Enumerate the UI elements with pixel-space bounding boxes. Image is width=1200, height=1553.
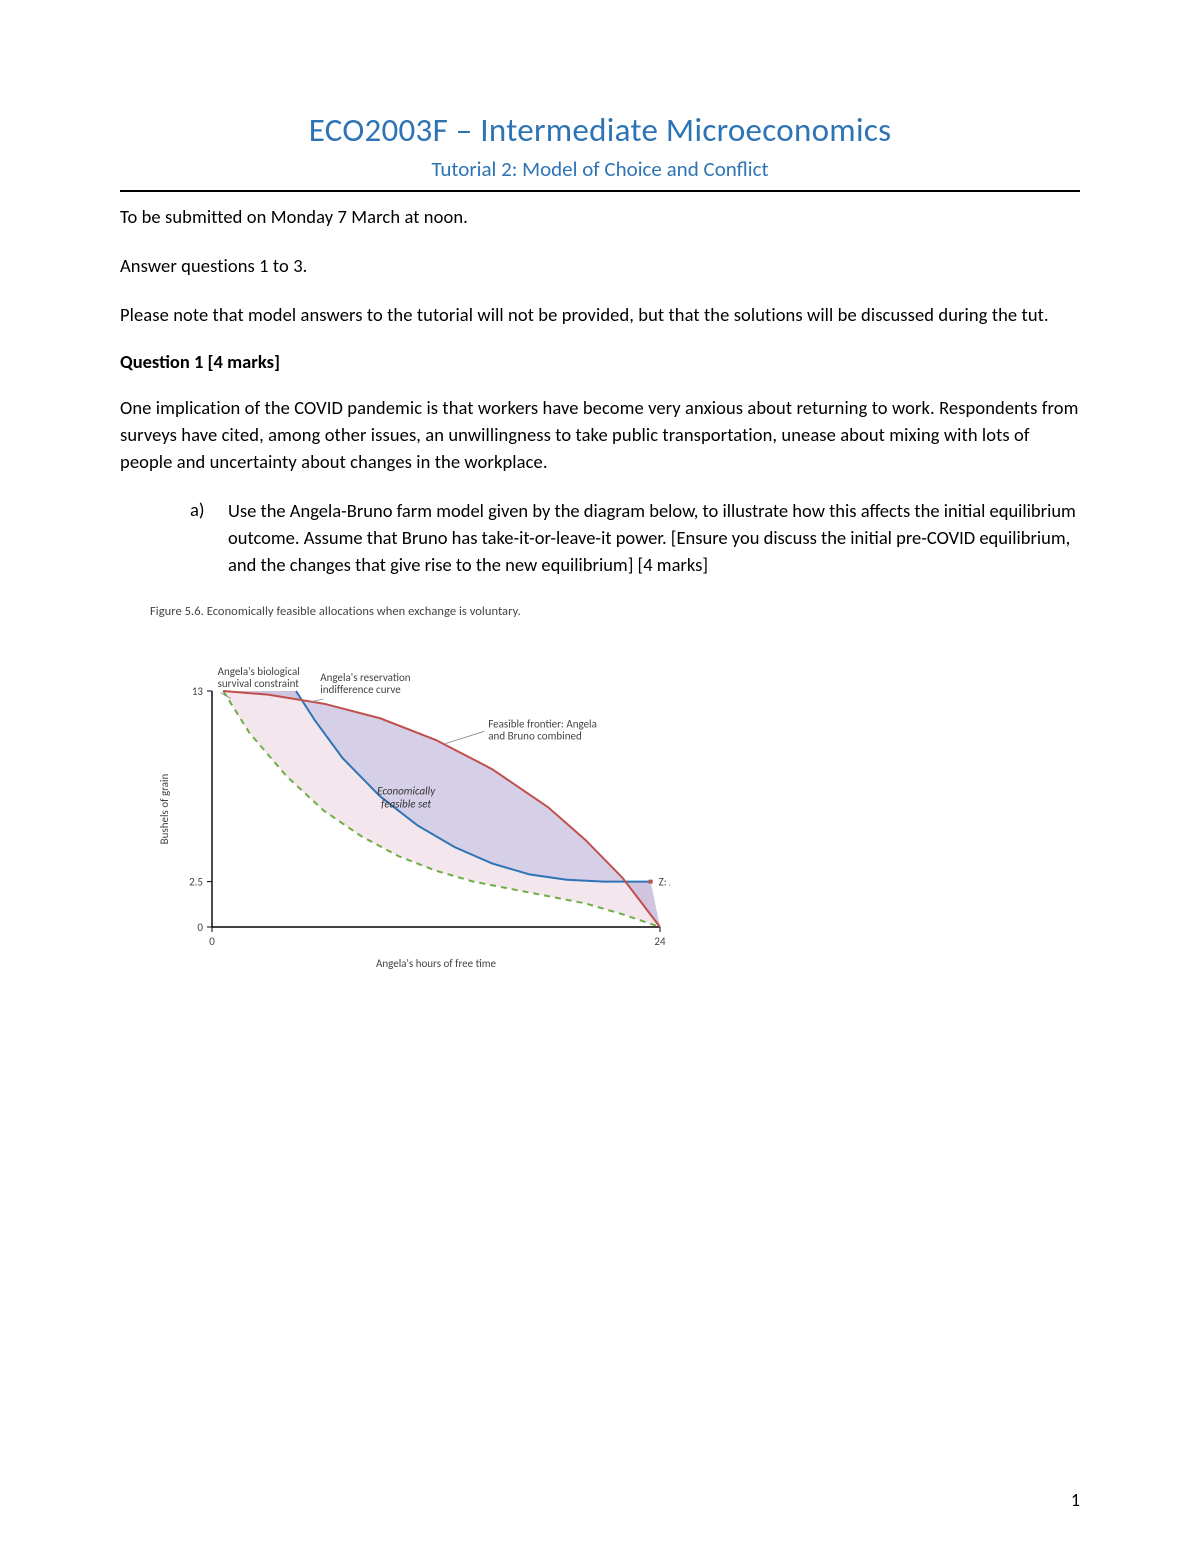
frontier-annotation-text2: and Bruno combined	[488, 730, 581, 743]
model-answers-note: Please note that model answers to the tu…	[120, 302, 1080, 329]
y-tick-label: 2.5	[189, 876, 203, 889]
y-tick-label: 13	[192, 685, 204, 698]
chart-svg: 0 24 0 2.5 13 Angela's hours of free time Bush…	[150, 633, 670, 973]
page-subtitle: Tutorial 2: Model of Choice and Conflict	[120, 156, 1080, 182]
question-1a-item: a) Use the Angela-Bruno farm model given…	[190, 498, 1080, 578]
y-axis-label: Bushels of grain	[158, 774, 171, 845]
x-tick-label: 24	[654, 935, 666, 948]
reservation-annotation-leader	[311, 699, 323, 702]
answer-instruction: Answer questions 1 to 3.	[120, 253, 1080, 280]
survival-annotation-text: survival constraint	[218, 677, 300, 690]
figure-chart: 0 24 0 2.5 13 Angela's hours of free time Bush…	[150, 633, 670, 978]
title-rule	[120, 190, 1080, 192]
point-z-label: Z: Angela's reservation option	[659, 876, 670, 889]
question-1-text: One implication of the COVID pandemic is…	[120, 395, 1080, 475]
y-tick-label: 0	[197, 921, 203, 934]
question-1a-marker: a)	[190, 498, 212, 578]
reservation-annotation-text: indifference curve	[320, 683, 401, 696]
submission-deadline: To be submitted on Monday 7 March at noo…	[120, 204, 1080, 231]
feasible-set-label-1: Economically	[377, 785, 436, 798]
page-title: ECO2003F – Intermediate Microeconomics	[120, 110, 1080, 150]
x-tick-label: 0	[209, 935, 215, 948]
frontier-annotation-leader	[445, 732, 484, 744]
question-1-sublist: a) Use the Angela-Bruno farm model given…	[120, 498, 1080, 578]
feasible-set-label-2: feasible set	[381, 798, 431, 811]
x-axis-label: Angela's hours of free time	[376, 957, 497, 970]
question-1-heading: Question 1 [4 marks]	[120, 350, 1080, 373]
page-number: 1	[1071, 1489, 1080, 1511]
figure-caption: Figure 5.6. Economically feasible alloca…	[150, 604, 1080, 619]
question-1a-text: Use the Angela-Bruno farm model given by…	[228, 498, 1080, 578]
document-page: ECO2003F – Intermediate Microeconomics T…	[0, 0, 1200, 1553]
point-z-marker	[649, 880, 653, 884]
